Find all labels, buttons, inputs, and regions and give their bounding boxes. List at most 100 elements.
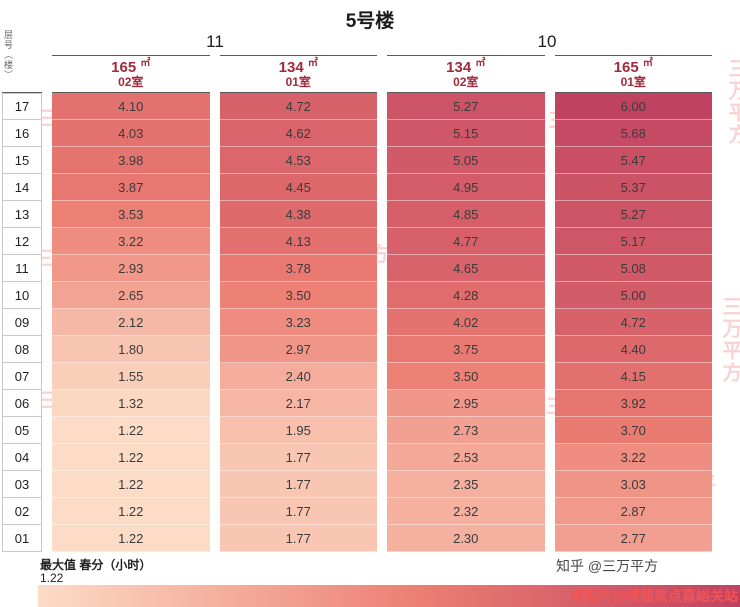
- heatmap-cell: 3.78: [219, 255, 377, 282]
- table-row: 15 3.98 4.53 5.05 5.47: [2, 147, 712, 174]
- heatmap-cell: 3.75: [387, 336, 545, 363]
- heatmap-cell: 3.53: [52, 201, 210, 228]
- watermark-text: 三万平方: [725, 58, 740, 146]
- heatmap-cell: 1.32: [52, 390, 210, 417]
- heatmap-cell: 4.15: [554, 363, 712, 390]
- heatmap-cell: 1.77: [219, 525, 377, 552]
- heatmap-cell: 4.40: [554, 336, 712, 363]
- heatmap-cell: 2.87: [554, 498, 712, 525]
- heatmap-cell: 4.72: [219, 93, 377, 120]
- heatmap-cell: 4.10: [52, 93, 210, 120]
- table-row: 12 3.22 4.13 4.77 5.17: [2, 228, 712, 255]
- heatmap-cell: 2.17: [219, 390, 377, 417]
- column-room: 02室: [453, 75, 479, 90]
- table-row: 06 1.32 2.17 2.95 3.92: [2, 390, 712, 417]
- column-area: 165 ㎡: [613, 57, 653, 76]
- heatmap-cell: 4.02: [387, 309, 545, 336]
- heatmap-cell: 4.03: [52, 120, 210, 147]
- heatmap-cell: 3.50: [387, 363, 545, 390]
- table-row: 03 1.22 1.77 2.35 3.03: [2, 471, 712, 498]
- heatmap-cell: 5.08: [554, 255, 712, 282]
- column-header-4: 165 ㎡ 01室: [554, 55, 712, 93]
- heatmap-cell: 3.50: [219, 282, 377, 309]
- table-row: 09 2.12 3.23 4.02 4.72: [2, 309, 712, 336]
- heatmap-cell: 5.05: [387, 147, 545, 174]
- heatmap-cell: 2.40: [219, 363, 377, 390]
- floor-label: 05: [2, 417, 42, 444]
- heatmap-cell: 1.22: [52, 498, 210, 525]
- floor-axis-label: 层号（楼）: [3, 30, 13, 80]
- unit-group-label-11: 11: [206, 32, 224, 51]
- heatmap-cell: 5.27: [387, 93, 545, 120]
- heatmap-cell: 3.87: [52, 174, 210, 201]
- heatmap-cell: 2.30: [387, 525, 545, 552]
- heatmap-cell: 1.22: [52, 417, 210, 444]
- header-row: 165 ㎡ 02室 134 ㎡ 01室 134 ㎡ 02室 165 ㎡ 01室: [2, 55, 712, 93]
- floor-label: 16: [2, 120, 42, 147]
- legend-gradient-bar: [38, 585, 740, 607]
- floor-label: 03: [2, 471, 42, 498]
- heatmap-cell: 3.70: [554, 417, 712, 444]
- heatmap-cell: 1.77: [219, 498, 377, 525]
- heatmap-cell: 2.65: [52, 282, 210, 309]
- heatmap-cell: 4.65: [387, 255, 545, 282]
- table-body: 17 4.10 4.72 5.27 6.00 16 4.03 4.62 5.15 5.68 15 3.…: [2, 93, 712, 552]
- heatmap-cell: 4.13: [219, 228, 377, 255]
- table-row: 08 1.80 2.97 3.75 4.40: [2, 336, 712, 363]
- heatmap-cell: 2.12: [52, 309, 210, 336]
- floor-label: 12: [2, 228, 42, 255]
- column-area: 134 ㎡: [446, 57, 486, 76]
- column-room: 02室: [118, 75, 144, 90]
- heatmap-cell: 2.97: [219, 336, 377, 363]
- table-row: 01 1.22 1.77 2.30 2.77: [2, 525, 712, 552]
- heatmap-cell: 2.93: [52, 255, 210, 282]
- heatmap-cell: 5.47: [554, 147, 712, 174]
- column-header-1: 165 ㎡ 02室: [52, 55, 210, 93]
- heatmap-cell: 4.45: [219, 174, 377, 201]
- column-header-3: 134 ㎡ 02室: [387, 55, 545, 93]
- floor-label: 17: [2, 93, 42, 120]
- table-row: 14 3.87 4.45 4.95 5.37: [2, 174, 712, 201]
- table-row: 04 1.22 1.77 2.53 3.22: [2, 444, 712, 471]
- column-area: 165 ㎡: [111, 57, 151, 76]
- watermark-text: 三万平方: [719, 296, 740, 384]
- floor-label: 06: [2, 390, 42, 417]
- zhihu-credit: 知乎 @三万平方: [556, 558, 659, 574]
- heatmap-cell: 6.00: [554, 93, 712, 120]
- floor-label: 04: [2, 444, 42, 471]
- legend-title: 最大值 春分（小时）: [40, 558, 152, 572]
- table-row: 10 2.65 3.50 4.28 5.00: [2, 282, 712, 309]
- heatmap-cell: 3.03: [554, 471, 712, 498]
- heatmap-cell: 4.77: [387, 228, 545, 255]
- floor-header-cell: [2, 55, 42, 93]
- heatmap-table: 165 ㎡ 02室 134 ㎡ 01室 134 ㎡ 02室 165 ㎡ 01室 17 4.10 4…: [2, 55, 712, 552]
- heatmap-cell: 4.95: [387, 174, 545, 201]
- heatmap-cell: 5.17: [554, 228, 712, 255]
- heatmap-cell: 4.62: [219, 120, 377, 147]
- floor-label: 14: [2, 174, 42, 201]
- table-row: 05 1.22 1.95 2.73 3.70: [2, 417, 712, 444]
- heatmap-cell: 5.00: [554, 282, 712, 309]
- heatmap-cell: 4.38: [219, 201, 377, 228]
- column-room: 01室: [620, 75, 646, 90]
- heatmap-cell: 1.77: [219, 471, 377, 498]
- unit-group-label-10: 10: [537, 32, 557, 51]
- page-title: 5号楼: [345, 11, 395, 32]
- heatmap-cell: 3.22: [52, 228, 210, 255]
- heatmap-cell: 2.53: [387, 444, 545, 471]
- heatmap-cell: 4.53: [219, 147, 377, 174]
- heatmap-cell: 1.77: [219, 444, 377, 471]
- heatmap-cell: 3.98: [52, 147, 210, 174]
- heatmap-cell: 1.55: [52, 363, 210, 390]
- heatmap-cell: 1.22: [52, 471, 210, 498]
- heatmap-cell: 2.35: [387, 471, 545, 498]
- floor-label: 01: [2, 525, 42, 552]
- floor-label: 11: [2, 255, 42, 282]
- heatmap-cell: 1.22: [52, 444, 210, 471]
- heatmap-cell: 2.77: [554, 525, 712, 552]
- heatmap-cell: 3.22: [554, 444, 712, 471]
- heatmap-cell: 4.72: [554, 309, 712, 336]
- floor-label: 09: [2, 309, 42, 336]
- column-room: 01室: [285, 75, 311, 90]
- floor-label: 15: [2, 147, 42, 174]
